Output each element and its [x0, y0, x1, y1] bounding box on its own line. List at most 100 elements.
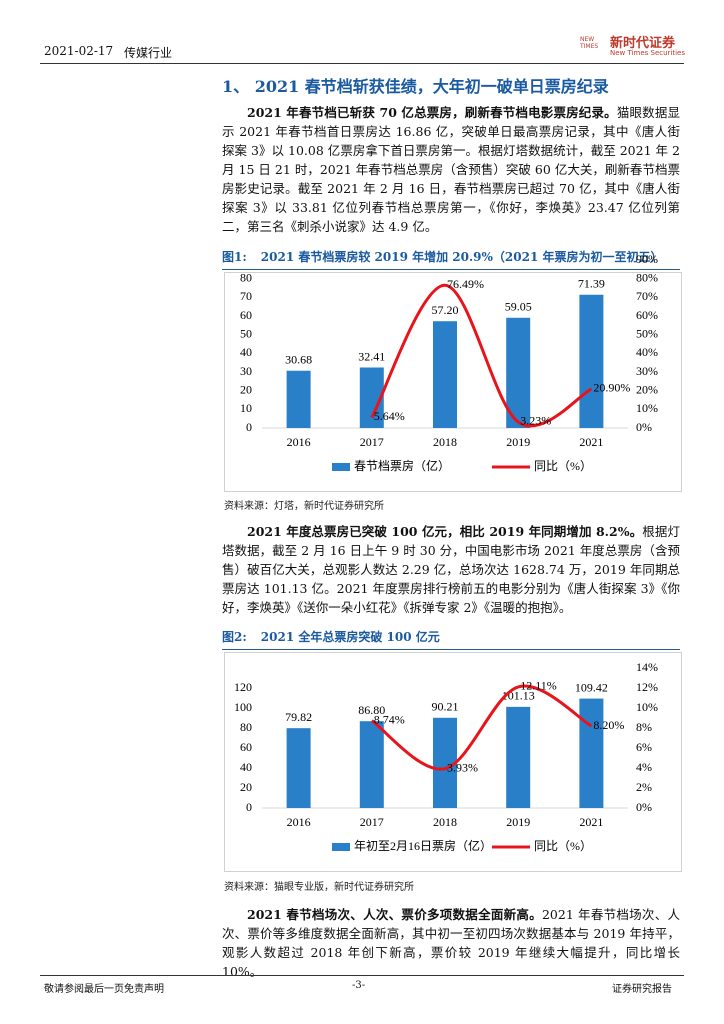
line-label: 12.11% [520, 679, 557, 693]
legend-label: 同比（%） [534, 459, 592, 473]
bar [433, 321, 457, 428]
legend-label: 春节档票房（亿） [354, 458, 450, 473]
figure-source: 资料来源：猫眼专业版，新时代证券研究所 [224, 882, 414, 893]
y2-tick-label: 80% [636, 270, 658, 284]
legend-label: 同比（%） [534, 839, 592, 853]
x-tick-label: 2017 [360, 815, 384, 829]
bar-label: 32.41 [358, 349, 385, 363]
y-tick-label: 10 [240, 401, 252, 415]
y2-tick-label: 30% [636, 364, 658, 378]
y-tick-label: 50 [240, 326, 252, 340]
y2-tick-label: 6% [636, 740, 652, 754]
chart: 0 10 20 30 40 50 60 70 80 0% 10% 20% 30% 40% 50% 60% 70%… [240, 255, 658, 473]
x-tick-label: 2019 [506, 815, 530, 829]
line-label: 20.90% [593, 381, 630, 395]
y2-tick-label: 0% [636, 420, 652, 434]
chart: 0 20 40 60 80 100 120 0% 2% 4% 6% 8% 10% 12% 14% 2016 20… [234, 660, 658, 853]
paragraph: 2021 年度总票房已突破 100 亿元，相比 2019 年同期增加 8.2%。… [222, 522, 680, 617]
footer-rule [40, 975, 684, 976]
line-label: 5.64% [374, 409, 405, 423]
figure-title: 2021 春节档票房较 2019 年增加 20.9%（2021 年票房为初一至初… [260, 250, 663, 264]
line-label: 3.23% [520, 414, 551, 428]
figure-title: 2021 全年总票房突破 100 亿元 [260, 630, 440, 644]
line-label: 8.20% [593, 718, 624, 732]
bar [286, 370, 311, 428]
bar-label: 90.21 [432, 700, 459, 714]
y-tick-label: 80 [240, 270, 252, 284]
y2-tick-label: 90% [636, 255, 658, 266]
bar-label: 109.42 [575, 680, 608, 694]
y2-tick-label: 2% [636, 780, 652, 794]
y-tick-label: 60 [240, 308, 252, 322]
figure-label: 图1: [222, 250, 247, 264]
line-label: 76.49% [447, 277, 484, 291]
y2-tick-label: 60% [636, 308, 658, 322]
bar-label: 30.68 [285, 352, 312, 366]
logo-mark: NEW TIMES [580, 36, 599, 50]
y-tick-label: 60 [240, 740, 252, 754]
paragraph-lead: 2021 年度总票房已突破 100 亿元，相比 2019 年同期增加 8.2%。 [247, 524, 643, 539]
y2-tick-label: 10% [636, 700, 658, 714]
y2-tick-label: 40% [636, 345, 658, 359]
figure-caption: 图2: 2021 全年总票房突破 100 亿元 [222, 628, 680, 650]
line [370, 283, 593, 428]
x-tick-label: 2021 [579, 435, 603, 449]
paragraph-text: 猫眼数据显示 2021 年春节档首日票房达 16.86 亿，突破单日最高票房记录… [222, 105, 680, 234]
bar-label: 71.39 [578, 276, 605, 290]
bar [579, 294, 604, 428]
legend-swatch [332, 843, 350, 851]
bar [506, 706, 531, 808]
y-tick-label: 0 [246, 800, 252, 814]
bar-label: 86.80 [358, 703, 385, 717]
y-tick-label: 30 [240, 364, 252, 378]
bar-label: 57.20 [432, 303, 459, 317]
footer-right: 证券研究报告 [612, 984, 672, 995]
logo-cn: 新时代证券 [610, 36, 676, 51]
paragraph-lead: 2021 春节档场次、人次、票价多项数据全面新高。 [247, 907, 542, 922]
legend-label: 年初至2月16日票房（亿） [354, 838, 492, 853]
y-tick-label: 0 [246, 420, 252, 434]
paragraph-text: 根据灯塔数据，截至 2 月 16 日上午 9 时 30 分，中国电影市场 202… [222, 524, 680, 615]
paragraph-lead: 2021 年春节档已斩获 70 亿总票房，刷新春节档电影票房纪录。 [247, 105, 617, 120]
section-title: 1、 2021 春节档斩获佳绩，大年初一破单日票房纪录 [222, 77, 609, 96]
y2-tick-label: 70% [636, 289, 658, 303]
y2-tick-label: 0% [636, 800, 652, 814]
x-tick-label: 2017 [360, 435, 384, 449]
footer-left: 敬请参阅最后一页免责声明 [44, 984, 164, 995]
paragraph: 2021 年春节档已斩获 70 亿总票房，刷新春节档电影票房纪录。猫眼数据显示 … [222, 103, 680, 236]
x-tick-label: 2019 [506, 435, 530, 449]
y-tick-label: 80 [240, 720, 252, 734]
chart-frame [224, 272, 682, 492]
x-tick-label: 2016 [287, 435, 311, 449]
paragraph: 2021 春节档场次、人次、票价多项数据全面新高。2021 年春节档场次、人次、… [222, 905, 680, 981]
footer-page: -3- [352, 980, 366, 991]
x-tick-label: 2018 [433, 435, 457, 449]
header-rule [40, 63, 684, 64]
line [370, 684, 593, 771]
bar [506, 317, 531, 428]
bar [359, 721, 384, 808]
y2-tick-label: 20% [636, 382, 658, 396]
figure-source: 资料来源：灯塔，新时代证券研究所 [224, 501, 384, 512]
y-tick-label: 40 [240, 760, 252, 774]
bar [579, 698, 604, 808]
y-tick-label: 20 [240, 382, 252, 396]
x-tick-label: 2021 [579, 815, 603, 829]
header-industry: 传媒行业 [124, 46, 173, 60]
x-tick-label: 2018 [433, 815, 457, 829]
legend-swatch [332, 463, 350, 471]
bar-label: 59.05 [505, 300, 532, 314]
y2-tick-label: 8% [636, 720, 652, 734]
y-tick-label: 100 [234, 700, 252, 714]
y2-tick-label: 10% [636, 401, 658, 415]
figure-label: 图2: [222, 630, 247, 644]
line-label: 3.93% [447, 760, 478, 774]
y2-tick-label: 12% [636, 680, 658, 694]
figure-caption: 图1: 2021 春节档票房较 2019 年增加 20.9%（2021 年票房为初… [222, 248, 680, 270]
header-date: 2021-02-17 [44, 44, 114, 58]
y-tick-label: 40 [240, 345, 252, 359]
bar-label: 79.82 [285, 710, 312, 724]
y-tick-label: 70 [240, 289, 252, 303]
x-tick-label: 2016 [287, 815, 311, 829]
line-label: 8.74% [374, 712, 405, 726]
